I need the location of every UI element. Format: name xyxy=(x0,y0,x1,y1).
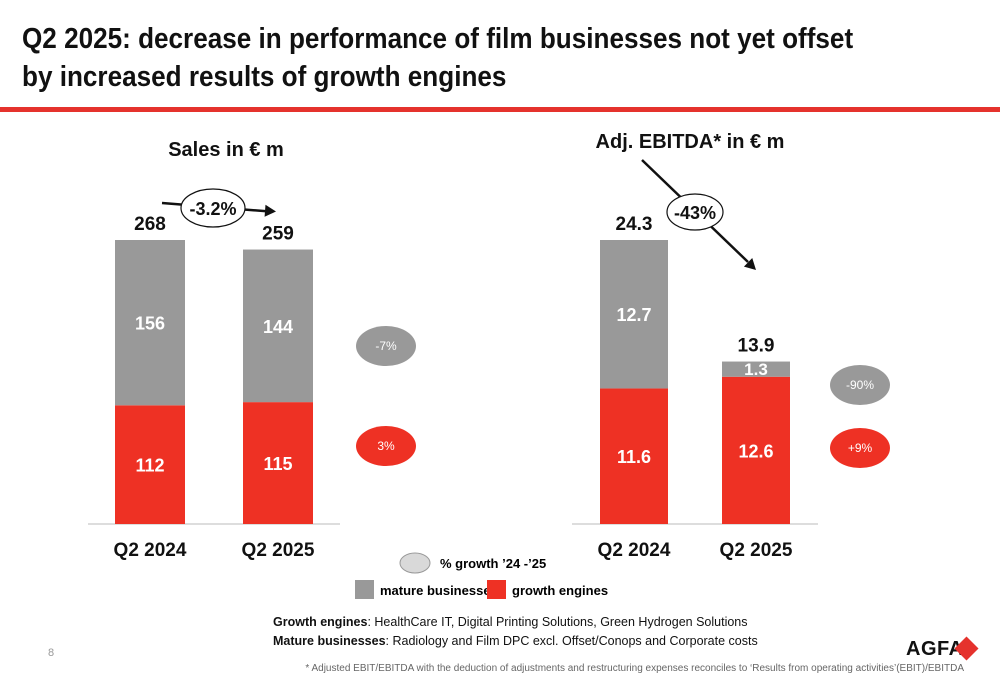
legend-mature-swatch xyxy=(355,580,374,599)
definitions-notes: Growth engines: HealthCare IT, Digital P… xyxy=(273,613,758,651)
category-tick-label: Q2 2024 xyxy=(598,540,671,561)
page-number: 8 xyxy=(48,647,55,659)
change-label: -43% xyxy=(674,203,716,223)
data-label-total: 268 xyxy=(134,214,166,235)
bar-mature-businesses xyxy=(243,249,313,403)
growth-bubble-growth xyxy=(830,428,890,468)
bar-mature-businesses xyxy=(722,361,790,377)
data-label-mature: 1.3 xyxy=(744,360,768,379)
change-ellipse xyxy=(666,193,724,231)
legend-growth-pct-label: % growth ’24 -’25 xyxy=(440,556,546,571)
bar-mature-businesses xyxy=(115,240,185,406)
footnote: * Adjusted EBIT/EBITDA with the deductio… xyxy=(305,663,964,674)
legend-growth-swatch xyxy=(487,580,506,599)
legend-mature-label: mature businesses xyxy=(380,583,498,598)
note-growth-engines: Growth engines: HealthCare IT, Digital P… xyxy=(273,615,748,629)
data-label-mature: 156 xyxy=(135,314,165,334)
bar-growth-engines xyxy=(600,388,668,524)
growth-bubble-mature xyxy=(356,326,416,366)
growth-bubble-growth-label: +9% xyxy=(848,441,873,455)
growth-bubble-mature-label: -90% xyxy=(846,378,874,392)
chart-title: Sales in € m xyxy=(168,139,284,161)
bar-growth-engines xyxy=(243,402,313,524)
agfa-logo: AGFA xyxy=(906,636,979,662)
data-label-mature: 144 xyxy=(263,317,293,337)
data-label-total: 24.3 xyxy=(616,214,653,235)
growth-bubble-mature xyxy=(830,365,890,405)
logo-wordmark: AGFA xyxy=(906,638,964,660)
page-title: Q2 2025: decrease in performance of film… xyxy=(22,23,854,93)
legend: % growth ’24 -’25 mature businesses grow… xyxy=(355,552,608,599)
title-divider xyxy=(0,107,1000,112)
legend-growth-pct-swatch xyxy=(399,552,431,574)
data-label-growth: 112 xyxy=(135,456,164,476)
data-label-total: 259 xyxy=(262,224,294,245)
bar-growth-engines xyxy=(115,405,185,524)
note-mature-businesses: Mature businesses: Radiology and Film DP… xyxy=(273,634,758,648)
category-tick-label: Q2 2024 xyxy=(114,540,187,561)
chart-title: Adj. EBITDA* in € m xyxy=(596,131,785,153)
change-arrow-head xyxy=(264,204,276,217)
bar-mature-businesses xyxy=(600,240,668,389)
data-label-growth: 115 xyxy=(263,454,292,474)
change-label: -3.2% xyxy=(189,199,236,219)
sales-chart: Sales in € m 112 156 268 Q2 2024 115 144 259 Q2 … xyxy=(88,139,416,561)
data-label-total: 13.9 xyxy=(738,336,775,357)
category-tick-label: Q2 2025 xyxy=(720,540,793,561)
growth-bubble-growth xyxy=(356,426,416,466)
change-arrow-head xyxy=(743,258,756,270)
bar-growth-engines xyxy=(722,376,790,524)
change-ellipse xyxy=(180,188,246,228)
legend-growth-label: growth engines xyxy=(512,583,608,598)
category-tick-label: Q2 2025 xyxy=(242,540,315,561)
ebitda-chart: Adj. EBITDA* in € m 11.6 12.7 24.3 Q2 2024 12… xyxy=(572,131,890,561)
growth-bubble-growth-label: 3% xyxy=(377,439,395,453)
data-label-growth: 12.6 xyxy=(738,441,773,461)
data-label-mature: 12.7 xyxy=(616,305,651,325)
data-label-growth: 11.6 xyxy=(617,447,651,467)
growth-bubble-mature-label: -7% xyxy=(375,339,397,353)
